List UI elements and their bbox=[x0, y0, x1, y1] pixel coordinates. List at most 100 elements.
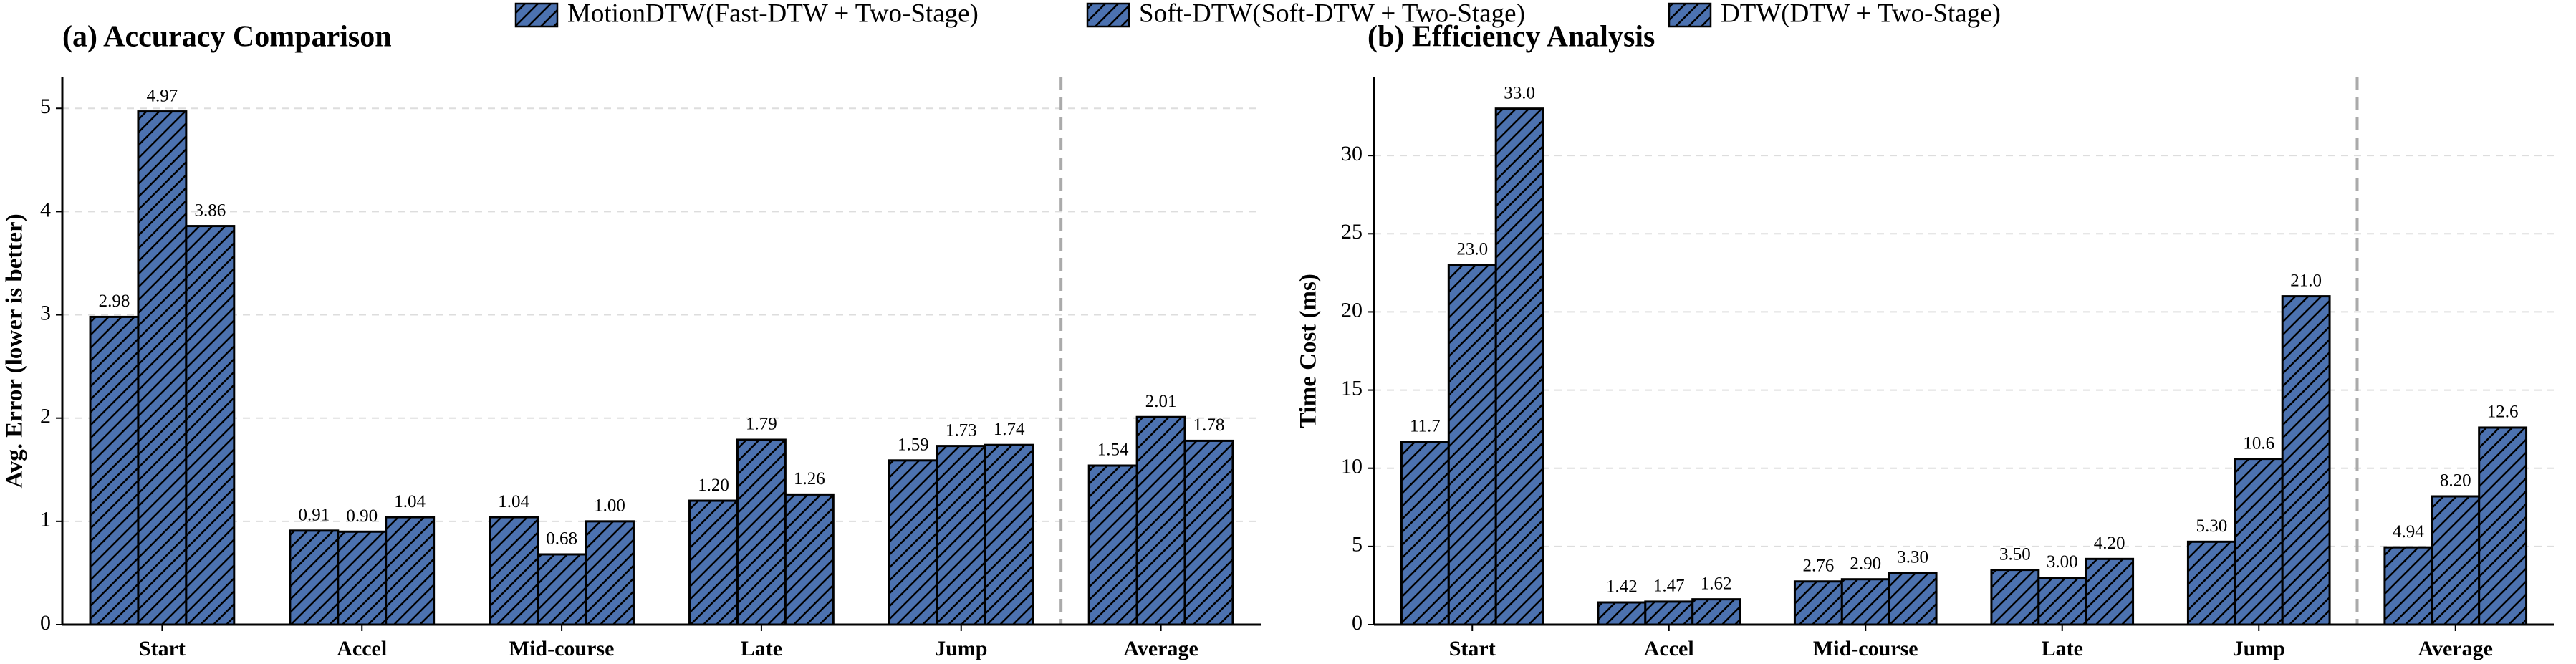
bar bbox=[2234, 458, 2284, 626]
value-label: 4.97 bbox=[147, 86, 178, 105]
bar bbox=[936, 445, 986, 626]
value-label: 1.42 bbox=[1606, 577, 1638, 597]
y-tick-label: 4 bbox=[40, 198, 51, 221]
value-label: 2.76 bbox=[1802, 556, 1834, 575]
y-tick-label: 25 bbox=[1341, 220, 1363, 244]
bar bbox=[2037, 577, 2087, 626]
value-label: 0.90 bbox=[346, 506, 378, 526]
y-tick-label: 0 bbox=[1352, 611, 1363, 635]
y-tick-label: 10 bbox=[1341, 455, 1363, 478]
x-tick-label: Average bbox=[1123, 637, 1198, 660]
bar bbox=[1447, 264, 1497, 626]
bar bbox=[688, 499, 739, 626]
bar bbox=[1494, 107, 1544, 626]
value-label: 3.30 bbox=[1897, 548, 1928, 567]
value-label: 1.78 bbox=[1193, 415, 1225, 435]
value-label: 3.00 bbox=[2047, 552, 2078, 572]
value-label: 3.86 bbox=[194, 201, 226, 220]
value-label: 23.0 bbox=[1456, 240, 1488, 259]
legend-label: Soft-DTW(Soft-DTW + Two-Stage) bbox=[1139, 0, 1525, 28]
bar bbox=[489, 516, 539, 626]
y-tick-label: 2 bbox=[40, 405, 51, 428]
legend-swatch bbox=[514, 2, 559, 28]
y-tick-label: 0 bbox=[40, 611, 51, 635]
bar bbox=[1888, 572, 1938, 626]
bar bbox=[888, 459, 938, 626]
x-tick-label: Jump bbox=[935, 637, 987, 660]
y-tick-label: 1 bbox=[40, 508, 51, 531]
legend-label: MotionDTW(Fast-DTW + Two-Stage) bbox=[567, 0, 979, 28]
y-tick-label: 5 bbox=[40, 95, 51, 118]
chart-title: (b) Efficiency Analysis bbox=[1368, 21, 1655, 54]
x-tick-label: Accel bbox=[1644, 637, 1694, 660]
value-label: 4.94 bbox=[2393, 522, 2424, 542]
value-label: 11.7 bbox=[1410, 416, 1441, 436]
legend-swatch bbox=[1668, 2, 1712, 28]
bar bbox=[137, 110, 188, 626]
value-label: 10.6 bbox=[2243, 433, 2274, 453]
bar bbox=[1990, 569, 2040, 626]
value-label: 1.04 bbox=[394, 492, 426, 511]
bar bbox=[89, 315, 140, 626]
bar bbox=[585, 520, 635, 626]
x-tick-label: Mid-course bbox=[509, 637, 615, 660]
value-label: 1.00 bbox=[594, 496, 625, 516]
value-label: 1.54 bbox=[1097, 441, 1129, 460]
value-label: 2.90 bbox=[1850, 554, 1881, 573]
value-label: 1.47 bbox=[1653, 577, 1685, 596]
y-tick-label: 20 bbox=[1341, 298, 1363, 322]
bar bbox=[1644, 600, 1694, 626]
bar bbox=[1597, 601, 1647, 626]
value-label: 3.50 bbox=[1999, 544, 2031, 564]
bar bbox=[1400, 441, 1450, 626]
value-label: 12.6 bbox=[2487, 403, 2519, 422]
value-label: 4.20 bbox=[2094, 534, 2125, 553]
value-label: 0.68 bbox=[546, 529, 577, 549]
x-tick-label: Mid-course bbox=[1813, 637, 1918, 660]
y-tick-label: 30 bbox=[1341, 142, 1363, 165]
bar bbox=[337, 530, 388, 626]
bar bbox=[984, 443, 1034, 626]
bar bbox=[1087, 464, 1138, 626]
value-label: 1.62 bbox=[1701, 574, 1732, 593]
x-tick-label: Jump bbox=[2233, 637, 2285, 660]
bar bbox=[537, 553, 587, 626]
bar bbox=[1840, 578, 1890, 626]
value-label: 1.74 bbox=[994, 420, 1025, 439]
x-tick-label: Late bbox=[2042, 637, 2083, 660]
value-label: 1.79 bbox=[746, 415, 777, 434]
x-tick-label: Late bbox=[741, 637, 782, 660]
y-axis-label: Time Cost (ms) bbox=[1296, 274, 1322, 428]
legend-swatch bbox=[1086, 2, 1130, 28]
chart-title: (a) Accuracy Comparison bbox=[62, 21, 392, 54]
bar bbox=[2478, 426, 2528, 626]
x-tick-label: Start bbox=[1449, 637, 1496, 660]
value-label: 33.0 bbox=[1504, 83, 1535, 102]
x-tick-label: Average bbox=[2418, 637, 2493, 660]
y-tick-label: 5 bbox=[1352, 533, 1363, 557]
legend-label: DTW(DTW + Two-Stage) bbox=[1721, 0, 2001, 28]
bar bbox=[185, 225, 236, 626]
bar bbox=[2383, 546, 2433, 626]
bar bbox=[784, 493, 835, 626]
x-tick-label: Accel bbox=[337, 637, 387, 660]
bar bbox=[736, 438, 787, 626]
value-label: 1.73 bbox=[946, 420, 977, 440]
value-label: 1.59 bbox=[898, 436, 929, 455]
bar bbox=[2085, 557, 2135, 626]
value-label: 1.20 bbox=[698, 476, 729, 495]
value-label: 8.20 bbox=[2440, 471, 2471, 491]
value-label: 2.01 bbox=[1145, 392, 1177, 411]
bar bbox=[289, 529, 340, 626]
bar bbox=[1135, 415, 1186, 626]
bar bbox=[2281, 295, 2331, 626]
bar bbox=[2431, 495, 2481, 626]
y-tick-label: 15 bbox=[1341, 376, 1363, 400]
bar bbox=[1183, 439, 1234, 626]
bar bbox=[385, 516, 436, 626]
x-tick-label: Start bbox=[139, 637, 186, 660]
value-label: 1.26 bbox=[794, 469, 825, 489]
value-label: 5.30 bbox=[2196, 516, 2227, 536]
bar bbox=[1691, 598, 1741, 626]
